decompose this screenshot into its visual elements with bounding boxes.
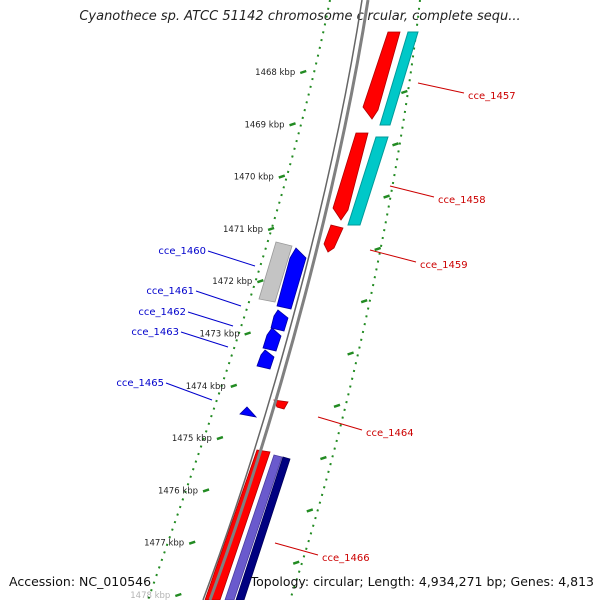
gene-label-reverse[interactable]: cce_1463 (131, 327, 179, 338)
tick-mark (230, 383, 238, 388)
tick-mark-outer (319, 455, 327, 461)
gene-label-reverse[interactable]: cce_1462 (138, 307, 186, 318)
tick-mark-outer (306, 508, 314, 513)
gene-label-reverse[interactable]: cce_1465 (116, 378, 164, 389)
gene-label-reverse[interactable]: cce_1460 (158, 246, 206, 257)
leader-line (417, 82, 465, 94)
cyan-feature-1457 (379, 31, 419, 126)
blue-cds-1460 (276, 247, 307, 310)
leader-line (317, 416, 363, 431)
leader-line (195, 290, 242, 307)
tick-mark-outer (374, 246, 382, 252)
tick-label: 1470 kbp (234, 173, 274, 183)
red-cds-1457 (362, 31, 401, 120)
leader-line (369, 249, 417, 263)
blue-cds-1462 (262, 327, 282, 352)
leader-line (165, 382, 213, 401)
leader-line (389, 185, 435, 198)
inner-dotted-ring (147, 0, 331, 600)
tick-mark-outer (360, 299, 368, 304)
gray-feature (258, 241, 293, 303)
gene-label-reverse[interactable]: cce_1461 (146, 286, 194, 297)
gene-label-forward[interactable]: cce_1464 (366, 428, 414, 439)
map-title: Cyanothece sp. ATCC 51142 chromosome cir… (79, 9, 521, 24)
tick-label: 1473 kbp (200, 330, 240, 340)
leader-line (207, 250, 256, 267)
tick-label: 1475 kbp (172, 434, 212, 444)
backbone-outer (208, 0, 370, 600)
cyan-feature-1458 (347, 136, 389, 226)
purple-feature (224, 454, 283, 600)
blue-cds-1461 (270, 309, 289, 332)
tick-mark (244, 331, 252, 336)
blue-cds-1465 (239, 406, 258, 418)
tick-mark (202, 488, 210, 493)
tick-mark-outer (400, 89, 408, 95)
tick-mark (289, 122, 296, 127)
gene-label-layer: cce_1457 cce_1458 cce_1459 cce_1464 cce_1466… (116, 82, 516, 564)
tick-mark-outer (347, 351, 354, 356)
tick-mark (216, 435, 224, 441)
tick-mark-outer (292, 560, 300, 565)
tick-label: 1471 kbp (223, 225, 263, 235)
gene-label-forward[interactable]: cce_1466 (322, 553, 370, 564)
navy-feature (235, 456, 291, 600)
gene-label-forward[interactable]: cce_1457 (468, 91, 516, 102)
tick-mark-outer (333, 403, 341, 408)
leader-line (187, 311, 234, 327)
tick-label: 1474 kbp (186, 382, 226, 392)
tick-label: 1468 kbp (255, 68, 295, 78)
accession-text: Accession: NC_010546 (9, 574, 152, 589)
leader-line (274, 542, 319, 556)
tick-label: 1469 kbp (244, 120, 284, 130)
tick-mark-outer (383, 194, 390, 199)
tick-mark (267, 226, 275, 232)
leader-line (180, 331, 229, 348)
tick-mark (174, 592, 182, 598)
outer-dotted-ring (289, 0, 421, 600)
tick-label: 1476 kbp (158, 486, 198, 496)
blue-cds-1463 (256, 349, 275, 370)
tick-mark-outer (392, 142, 399, 147)
tick-label: 1478 kbp (130, 591, 170, 600)
topology-text: Topology: circular; Length: 4,934,271 bp… (250, 574, 594, 589)
track-features (147, 0, 421, 600)
tick-mark (188, 540, 196, 545)
red-cds-1458 (332, 132, 369, 221)
tick-label: 1472 kbp (212, 277, 252, 287)
gene-label-forward[interactable]: cce_1459 (420, 260, 468, 271)
gene-label-forward[interactable]: cce_1458 (438, 195, 486, 206)
tick-mark (256, 279, 264, 284)
tick-layer: 1468 kbp 1469 kbp 1470 kbp 1471 kbp 1472 kbp… (130, 68, 408, 600)
red-cds-1459 (323, 224, 344, 253)
tick-mark (278, 174, 286, 179)
tick-mark (299, 69, 307, 75)
tick-label: 1477 kbp (144, 539, 184, 549)
backbone-inner (202, 0, 363, 600)
